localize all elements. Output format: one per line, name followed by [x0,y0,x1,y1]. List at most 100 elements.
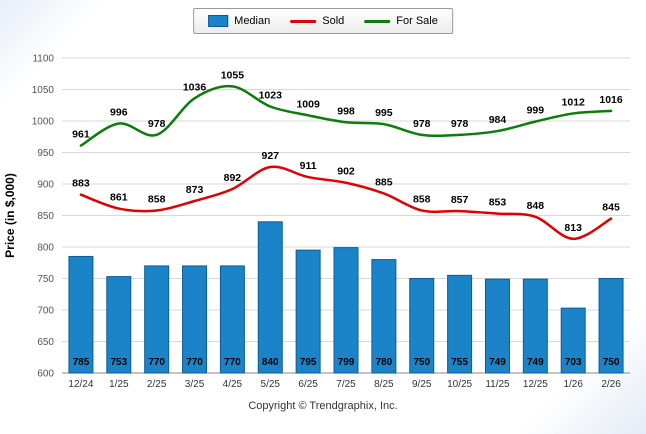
bar-median [560,307,586,374]
bar-median [333,247,359,374]
line-for-sale [79,84,613,147]
x-tick-label: 11/25 [485,379,510,390]
legend-label-median: Median [234,15,271,27]
line-value-label: 857 [451,194,469,206]
x-tick-label: 2/25 [147,379,167,390]
bar-value-label: 750 [413,357,430,368]
bar-median [409,278,435,374]
x-tick-label: 10/25 [447,379,472,390]
copyright: Copyright © Trendgraphix, Inc. [248,400,398,412]
line-sold [79,165,613,241]
line-value-label: 892 [224,172,242,184]
bar-median [598,278,624,374]
bar-value-label: 703 [565,357,582,368]
bar-value-label: 753 [110,357,127,368]
y-tick-label: 600 [37,369,54,380]
bar-value-label: 785 [73,357,90,368]
bar-median [257,221,283,374]
x-tick-label: 12/25 [523,379,548,390]
bar-median [295,249,321,374]
y-tick-label: 850 [37,211,54,222]
line-value-label: 902 [337,166,355,178]
bar-median [144,265,170,374]
y-tick-label: 750 [37,274,54,285]
bar-median [447,274,473,374]
bar-median [106,276,132,374]
y-tick-label: 900 [37,180,54,191]
bar-value-label: 750 [603,357,620,368]
y-tick-label: 1100 [32,54,54,65]
legend-label-for-sale: For Sale [396,15,438,27]
line-value-label: 885 [375,176,393,188]
y-tick-label: 650 [37,337,54,348]
x-tick-label: 6/25 [298,379,318,390]
y-tick-label: 700 [37,306,54,317]
x-tick-label: 12/24 [68,379,93,390]
y-tick-label: 800 [37,243,54,254]
x-tick-label: 2/26 [601,379,621,390]
x-tick-label: 4/25 [223,379,243,390]
bar-value-label: 770 [148,357,165,368]
legend: Median Sold For Sale [193,8,453,34]
y-tick-label: 1000 [32,117,55,128]
line-value-label: 848 [527,200,545,212]
legend-item-median: Median [208,15,270,27]
legend-swatch-sold [290,19,317,23]
bar-median [522,278,548,374]
line-value-label: 978 [413,118,431,130]
legend-swatch-median [208,15,229,27]
line-value-label: 883 [72,178,90,190]
line-value-label: 1009 [296,98,320,110]
line-value-label: 1012 [562,96,586,108]
line-value-label: 978 [451,118,469,130]
x-tick-label: 9/25 [412,379,432,390]
line-value-label: 873 [186,184,204,196]
bar-value-label: 799 [338,357,355,368]
line-value-label: 1036 [183,81,207,93]
bar-value-label: 749 [489,357,506,368]
bar-value-label: 840 [262,357,279,368]
bar-median [68,255,94,374]
x-tick-label: 5/25 [261,379,281,390]
legend-item-sold: Sold [290,15,344,27]
bar-value-label: 770 [186,357,203,368]
legend-item-for-sale: For Sale [364,15,438,27]
bar-value-label: 755 [451,357,468,368]
line-value-label: 858 [148,193,166,205]
line-value-label: 853 [489,197,507,209]
legend-swatch-for-sale [364,19,391,23]
line-value-label: 995 [375,107,393,119]
line-value-label: 911 [300,160,317,172]
x-tick-label: 3/25 [185,379,205,390]
line-value-label: 861 [110,192,128,204]
line-value-label: 984 [489,114,507,126]
x-tick-label: 8/25 [374,379,394,390]
y-axis-title: Price (in $,000) [3,173,17,258]
bar-median [219,265,245,374]
x-tick-label: 7/25 [336,379,356,390]
y-tick-label: 950 [37,148,54,159]
line-value-label: 845 [602,202,620,214]
bar-median [371,259,397,374]
x-tick-label: 1/26 [563,379,583,390]
bar-value-label: 749 [527,357,544,368]
line-value-label: 978 [148,118,166,130]
x-tick-label: 1/25 [109,379,129,390]
bar-value-label: 795 [300,357,317,368]
line-value-label: 1023 [259,90,283,102]
line-value-label: 927 [262,150,280,162]
line-value-label: 999 [527,105,545,117]
line-value-label: 813 [564,222,582,234]
bar-median [182,265,208,374]
y-tick-label: 1050 [32,85,55,96]
line-value-label: 858 [413,193,431,205]
line-value-label: 1055 [221,69,245,81]
line-value-label: 998 [337,105,355,117]
legend-label-sold: Sold [322,15,345,27]
line-value-label: 1016 [599,94,623,106]
line-value-label: 996 [110,107,128,119]
bar-value-label: 780 [376,357,393,368]
